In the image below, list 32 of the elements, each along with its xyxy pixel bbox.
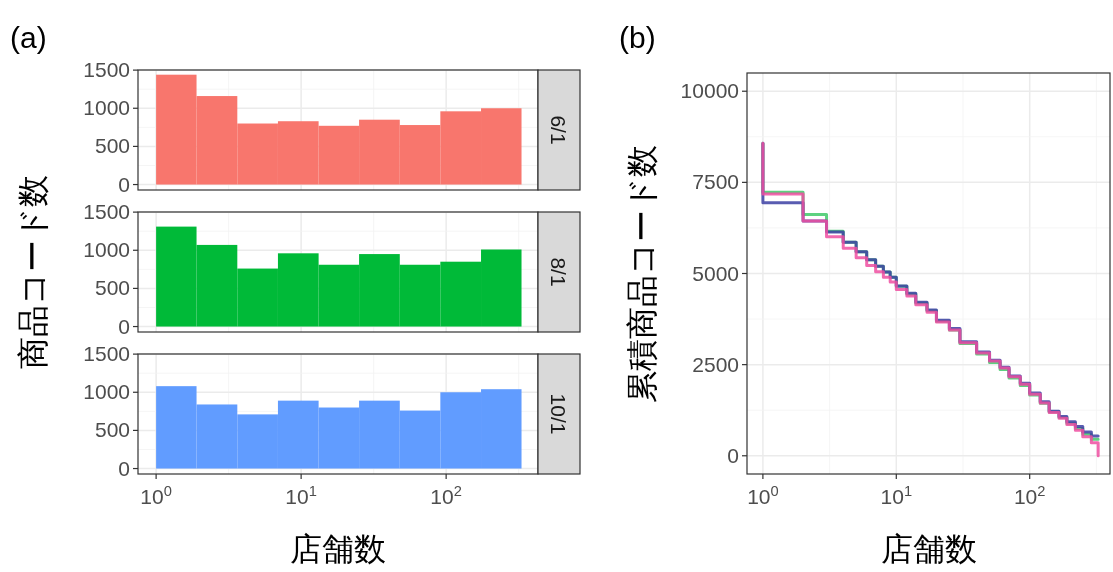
x-tick-label: 10$^{0}$ <box>140 483 172 508</box>
x-axis-title: 店舗数 <box>290 531 386 567</box>
y-tick-label: 1000 <box>83 96 130 120</box>
y-tick-label: 1500 <box>83 200 130 224</box>
y-tick-label: 500 <box>94 134 130 158</box>
x-tick-label: 10$^{1}$ <box>285 483 317 508</box>
text: 8/1 <box>547 257 571 287</box>
y-tick-label: 7500 <box>692 170 739 194</box>
text: 10/1 <box>547 393 571 435</box>
y-axis-title: 累積商品コード数 <box>624 144 660 403</box>
x-tick-label: 10$^{2}$ <box>1013 483 1046 508</box>
x-tick-label: 10$^{2}$ <box>430 483 462 508</box>
y-tick-label: 1500 <box>83 58 130 82</box>
y-tick-label: 1500 <box>83 342 130 366</box>
y-tick-label: 500 <box>94 418 130 442</box>
y-tick-label: 5000 <box>692 261 739 285</box>
y-tick-label: 1000 <box>83 380 130 404</box>
y-tick-label: 500 <box>94 276 130 300</box>
y-tick-label: 0 <box>118 456 130 480</box>
text: (a) <box>10 21 47 54</box>
y-tick-label: 0 <box>118 314 130 338</box>
y-tick-label: 1000 <box>83 238 130 262</box>
x-tick-label: 10$^{1}$ <box>880 483 913 508</box>
y-tick-label: 0 <box>118 172 130 196</box>
text: 6/1 <box>547 115 571 145</box>
text: (b) <box>619 21 656 54</box>
y-tick-label: 0 <box>727 443 739 467</box>
x-tick-label: 10$^{0}$ <box>747 483 779 508</box>
x-axis-title: 店舗数 <box>880 531 977 567</box>
y-axis-title: 商品コード数 <box>15 175 51 369</box>
y-tick-label: 10000 <box>680 79 739 103</box>
y-tick-label: 2500 <box>692 352 739 376</box>
